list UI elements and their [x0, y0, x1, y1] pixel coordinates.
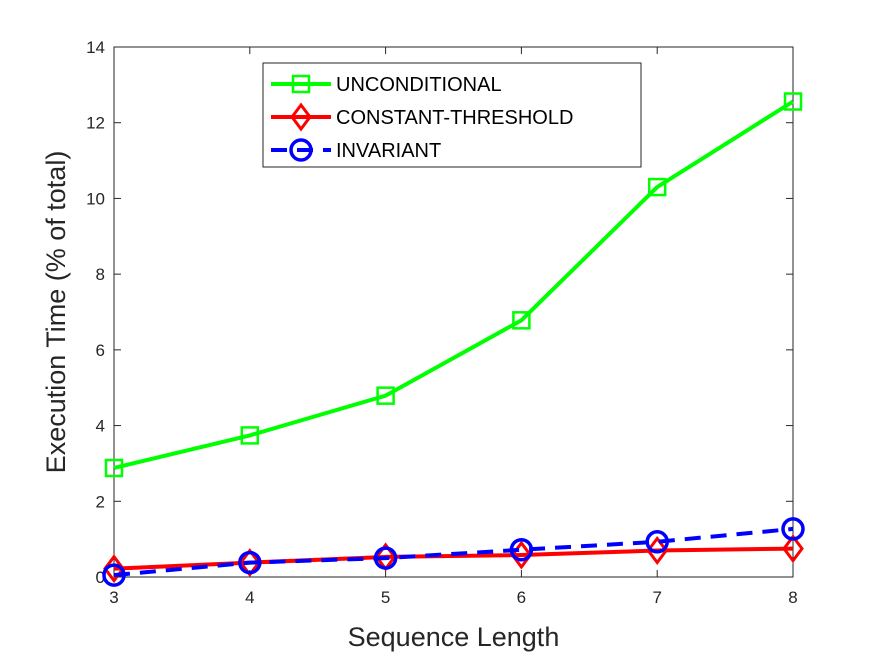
y-tick-label: 8 [96, 265, 105, 284]
legend: UNCONDITIONAL CONSTANT-THRESHOLD INVARIANT [262, 62, 642, 168]
data-point-square [376, 386, 395, 405]
y-tick-label: 0 [96, 568, 105, 587]
data-point-circle [781, 517, 805, 541]
data-point-circle [509, 537, 534, 562]
legend-label: UNCONDITIONAL [336, 74, 502, 96]
data-point-square [783, 92, 803, 111]
x-tick-label: 8 [788, 588, 797, 607]
legend-label: CONSTANT-THRESHOLD [336, 107, 573, 129]
legend-marker-square [291, 74, 311, 94]
y-tick-label: 14 [86, 38, 105, 57]
data-point-diamond [646, 536, 669, 565]
y-tick-label: 4 [96, 417, 105, 436]
series-layer [102, 92, 805, 587]
y-tick-label: 6 [96, 341, 105, 360]
legend-item: CONSTANT-THRESHOLD [271, 102, 573, 132]
y-tick-label: 2 [96, 492, 105, 511]
data-point-circle [238, 550, 262, 575]
y-axis-title: Execution Time (% of total) [41, 151, 71, 474]
series-invariant [102, 517, 805, 587]
legend-item: INVARIANT [271, 138, 441, 162]
data-point-diamond [238, 548, 261, 578]
x-tick-label: 4 [245, 588, 254, 607]
legend-item: UNCONDITIONAL [271, 74, 502, 96]
x-axis-title: Sequence Length [348, 622, 560, 652]
data-point-square [104, 458, 124, 478]
x-tick-label: 3 [109, 588, 118, 607]
data-point-square [512, 311, 531, 330]
data-point-diamond [782, 534, 804, 564]
y-tick-label: 12 [86, 114, 105, 133]
data-point-circle [102, 563, 126, 587]
axis-ticks [113, 46, 794, 578]
x-tick-label: 7 [652, 588, 661, 607]
data-point-square [647, 177, 667, 197]
y-tick-label: 10 [86, 189, 105, 208]
legend-marker-diamond [290, 102, 312, 132]
data-point-square [240, 426, 260, 445]
x-tick-label: 5 [381, 588, 390, 607]
x-tick-label: 6 [517, 588, 526, 607]
legend-marker-circle [289, 138, 313, 162]
data-point-circle [373, 546, 398, 570]
axis-tick-labels: 3 4 5 6 7 8 0 2 4 6 8 10 12 14 [86, 38, 798, 607]
series-unconditional [104, 92, 803, 478]
series-line [113, 526, 794, 578]
data-point-circle [645, 530, 669, 554]
data-point-diamond [103, 554, 125, 584]
series-line [113, 99, 795, 470]
legend-label: INVARIANT [336, 140, 441, 162]
